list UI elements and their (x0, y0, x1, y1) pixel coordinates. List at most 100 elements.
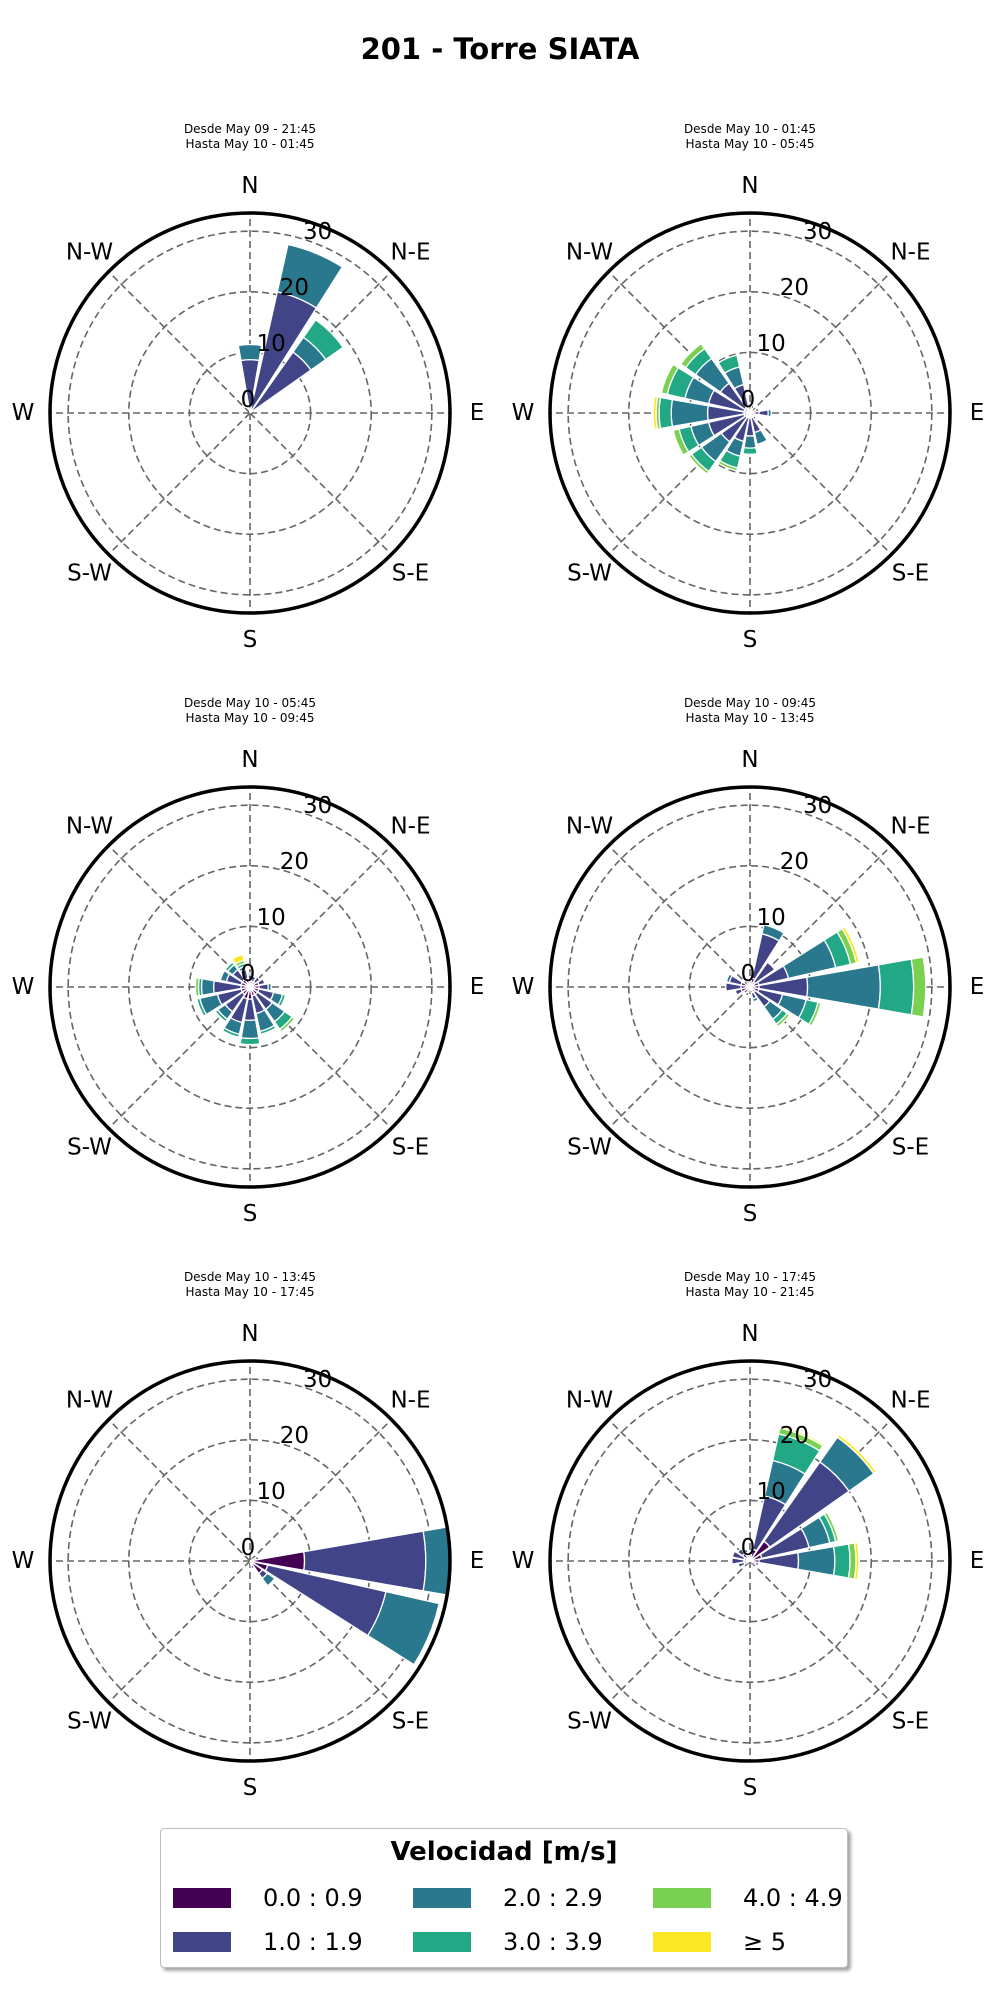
direction-gridline (108, 271, 251, 414)
direction-ne-label: N-E (390, 1388, 430, 1414)
rose-bar-segment (224, 961, 236, 973)
rose-bar-segment (670, 398, 709, 428)
rose-bar-segment (761, 924, 785, 942)
rose-bar-segment (302, 318, 345, 361)
windrose-chart: 0 10 20 30 N N-E E S-E S S-W W N-W (512, 173, 985, 653)
radial-tick-label: 0 (241, 387, 256, 413)
direction-e-label: E (470, 400, 485, 426)
panel-subtitle: Desde May 09 - 21:45 Hasta May 10 - 01:4… (0, 122, 500, 152)
direction-gridline (608, 1560, 751, 1703)
polar-frame (48, 785, 452, 1189)
radial-tick-label: 30 (803, 219, 832, 245)
panel-subtitle-to: Hasta May 10 - 21:45 (685, 1285, 815, 1299)
rose-bar-segment (214, 1008, 229, 1023)
rose-bar-segment (237, 343, 263, 362)
radial-tick-label: 10 (757, 905, 786, 931)
direction-gridline (249, 845, 392, 988)
direction-gridline (108, 1560, 251, 1703)
rose-bar-segment (767, 408, 772, 418)
rose-bar-segment (231, 953, 245, 965)
legend-swatch (653, 1888, 711, 1908)
radial-tick-label: 10 (257, 331, 286, 357)
radial-tick-label: 20 (280, 849, 309, 875)
rose-bar-segment (725, 982, 742, 992)
rose-bar-segment (196, 997, 208, 1018)
direction-gridline (749, 271, 892, 414)
direction-s-label: S (743, 627, 758, 653)
radial-tick-label: 10 (257, 1479, 286, 1505)
panel-subtitle: Desde May 10 - 09:45 Hasta May 10 - 13:4… (500, 696, 1000, 726)
rose-bar-segment (261, 1572, 276, 1587)
rose-bar-segment (797, 1545, 836, 1577)
rose-bar-segment (743, 434, 757, 449)
rose-bar-segment (877, 958, 915, 1016)
rose-bar-segment (276, 243, 344, 309)
rose-bar-segment (736, 1547, 746, 1557)
direction-w-label: W (512, 974, 535, 1000)
rose-bar-segment (652, 395, 659, 431)
windrose-panel-5: Desde May 10 - 13:45 Hasta May 10 - 17:4… (0, 1266, 500, 1831)
direction-gridline (608, 845, 751, 988)
direction-nw-label: N-W (66, 814, 113, 840)
windrose-chart: 0 10 20 30 N N-E E S-E S S-W W N-W (12, 747, 485, 1227)
direction-gridline (608, 986, 751, 1129)
rose-bar-segment (200, 977, 215, 997)
direction-se-label: S-E (392, 561, 429, 587)
panel-subtitle-from: Desde May 10 - 17:45 (683, 1270, 817, 1284)
windrose-panel-1: Desde May 09 - 21:45 Hasta May 10 - 01:4… (0, 118, 500, 683)
legend-label: 2.0 : 2.9 (503, 1884, 603, 1912)
rose-bar-segment (775, 1012, 791, 1028)
rose-bar-segment (219, 969, 231, 983)
direction-s-label: S (243, 627, 258, 653)
rose-bar-segment (758, 409, 769, 417)
radial-tick-label: 30 (803, 793, 832, 819)
panel-subtitle: Desde May 10 - 13:45 Hasta May 10 - 17:4… (0, 1270, 500, 1300)
rose-bar-segment (910, 956, 927, 1018)
rose-bar-segment (717, 354, 741, 374)
legend-item: 3.0 : 3.9 (413, 1925, 643, 1959)
panel-subtitle-from: Desde May 10 - 05:45 (183, 696, 317, 710)
panel-subtitle: Desde May 10 - 05:45 Hasta May 10 - 09:4… (0, 696, 500, 726)
direction-w-label: W (12, 974, 35, 1000)
rose-bar-segment (753, 429, 769, 446)
direction-ne-label: N-E (890, 1388, 930, 1414)
radial-tick-label: 20 (780, 849, 809, 875)
direction-n-label: N (241, 747, 258, 773)
panel-subtitle-from: Desde May 09 - 21:45 (183, 122, 317, 136)
direction-se-label: S-E (892, 1135, 929, 1161)
direction-se-label: S-E (892, 1709, 929, 1735)
direction-s-label: S (743, 1201, 758, 1227)
panel-subtitle-to: Hasta May 10 - 01:45 (185, 137, 315, 151)
rose-bar-segment (250, 1564, 256, 1570)
legend-item: 1.0 : 1.9 (173, 1925, 403, 1959)
rose-bar-segment (823, 1511, 840, 1543)
direction-ne-label: N-E (390, 814, 430, 840)
legend-item: 4.0 : 4.9 (653, 1881, 883, 1915)
windrose-chart: 0 10 20 30 N N-E E S-E S S-W W N-W (512, 747, 985, 1227)
legend-swatch (413, 1888, 471, 1908)
panel-subtitle-to: Hasta May 10 - 09:45 (185, 711, 315, 725)
direction-w-label: W (12, 400, 35, 426)
direction-e-label: E (970, 1548, 985, 1574)
direction-e-label: E (470, 974, 485, 1000)
rose-bar-segment (679, 342, 706, 369)
direction-s-label: S (743, 1775, 758, 1801)
rose-bar-segment (672, 428, 690, 456)
rose-bar-segment (267, 982, 272, 992)
direction-nw-label: N-W (66, 1388, 113, 1414)
legend-swatch (653, 1932, 711, 1952)
rose-bar-segment (754, 1561, 760, 1567)
rose-bar-segment (734, 988, 744, 996)
rose-bar-segment (366, 1590, 440, 1666)
rose-bar-segment (239, 1037, 261, 1046)
direction-gridline (749, 845, 892, 988)
windrose-chart: 0 10 20 30 N N-E E S-E S S-W W N-W (12, 1321, 485, 1801)
direction-w-label: W (12, 1548, 35, 1574)
figure-title: 201 - Torre SIATA (360, 32, 640, 66)
rose-bar-segment (779, 1425, 825, 1447)
windrose-panel-4: Desde May 10 - 09:45 Hasta May 10 - 13:4… (500, 692, 1000, 1257)
direction-n-label: N (741, 747, 758, 773)
legend-title: Velocidad [m/s] (390, 1837, 618, 1867)
direction-gridline (108, 1419, 251, 1562)
rose-bar-segment (744, 977, 750, 983)
